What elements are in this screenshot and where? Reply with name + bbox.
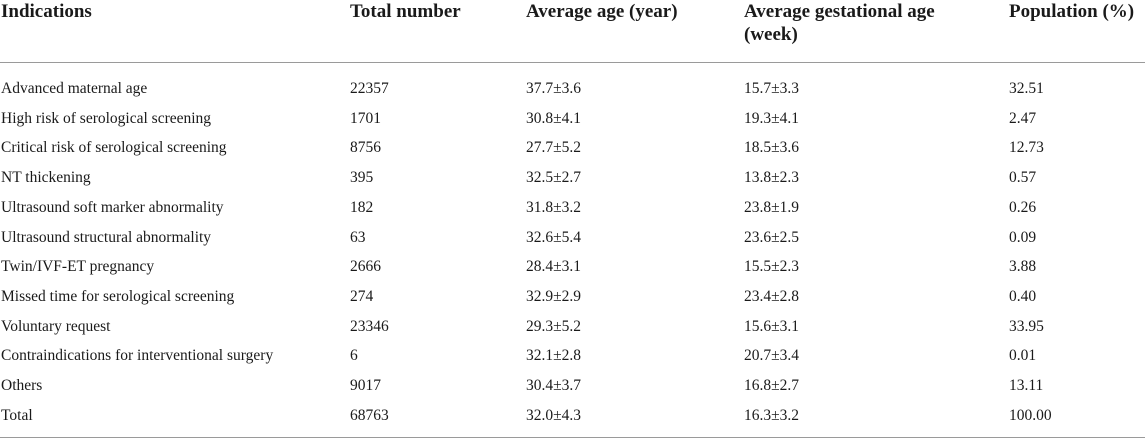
table-row: Ultrasound structural abnormality 63 32.6±… bbox=[0, 229, 1145, 259]
gestational-age-cell: 23.6±2.5 bbox=[744, 228, 800, 246]
indication-cell: Advanced maternal age bbox=[1, 80, 148, 97]
average-age-cell: 32.9±2.9 bbox=[526, 287, 582, 305]
table-row: Voluntary request 23346 29.3±5.2 15.6±3.1 33… bbox=[0, 318, 1145, 348]
gestational-age-cell: 18.5±3.6 bbox=[744, 139, 800, 157]
indication-cell: Missed time for serological screening bbox=[1, 287, 235, 305]
population-cell: 0.40 bbox=[1009, 287, 1037, 305]
population-cell: 0.57 bbox=[1009, 169, 1037, 187]
average-age-cell: 27.7±5.2 bbox=[526, 139, 582, 157]
gestational-age-cell: 15.5±2.3 bbox=[744, 258, 800, 276]
average-age-cell: 32.6±5.4 bbox=[526, 228, 582, 246]
population-cell: 12.73 bbox=[1009, 139, 1044, 157]
indication-cell: Critical risk of serological screening bbox=[1, 139, 227, 157]
table-row: NT thickening 395 32.5±2.7 13.8±2.3 0.57 bbox=[0, 169, 1145, 199]
indication-cell: Contraindications for interventional sur… bbox=[1, 347, 274, 365]
total-number-cell: 274 bbox=[350, 287, 374, 305]
total-number-cell: 1701 bbox=[350, 109, 381, 127]
total-number-cell: 68763 bbox=[350, 406, 389, 424]
total-number-cell: 2666 bbox=[350, 258, 381, 276]
header-average-gestational-age: Average gestational age (week) bbox=[744, 1, 935, 45]
gestational-age-cell: 13.8±2.3 bbox=[744, 169, 800, 187]
gestational-age-cell: 16.8±2.7 bbox=[744, 377, 800, 394]
average-age-cell: 31.8±3.2 bbox=[526, 198, 582, 216]
header-population: Population (%) bbox=[1009, 1, 1135, 22]
table-row: Critical risk of serological screening 87… bbox=[0, 139, 1145, 169]
table-row: Others 9017 30.4±3.7 16.8±2.7 13.11 bbox=[0, 377, 1145, 407]
population-cell: 2.47 bbox=[1009, 109, 1037, 127]
average-age-cell: 28.4±3.1 bbox=[526, 258, 582, 276]
total-number-cell: 8756 bbox=[350, 139, 381, 157]
indication-cell: Others bbox=[1, 377, 43, 394]
total-number-cell: 23346 bbox=[350, 317, 389, 335]
header-divider bbox=[0, 62, 1145, 63]
indication-cell: Ultrasound soft marker abnormality bbox=[1, 198, 224, 216]
total-number-cell: 63 bbox=[350, 228, 366, 246]
header-average-age: Average age (year) bbox=[526, 1, 678, 22]
table-header-row: Indications Total number Average age (ye… bbox=[0, 0, 1145, 62]
gestational-age-cell: 15.6±3.1 bbox=[744, 317, 800, 335]
population-cell: 3.88 bbox=[1009, 258, 1037, 276]
indication-cell: Total bbox=[1, 406, 33, 424]
table-row: Twin/IVF-ET pregnancy 2666 28.4±3.1 15.5±2.… bbox=[0, 258, 1145, 288]
population-cell: 0.09 bbox=[1009, 228, 1037, 246]
indication-cell: Twin/IVF-ET pregnancy bbox=[1, 258, 155, 276]
indication-cell: Ultrasound structural abnormality bbox=[1, 228, 212, 246]
population-cell: 13.11 bbox=[1009, 377, 1044, 394]
table-row: Missed time for serological screening 274… bbox=[0, 288, 1145, 318]
total-number-cell: 182 bbox=[350, 198, 374, 216]
average-age-cell: 30.4±3.7 bbox=[526, 377, 582, 394]
population-cell: 0.26 bbox=[1009, 198, 1037, 216]
average-age-cell: 29.3±5.2 bbox=[526, 317, 582, 335]
total-number-cell: 22357 bbox=[350, 80, 389, 97]
gestational-age-cell: 20.7±3.4 bbox=[744, 347, 800, 365]
header-indications: Indications bbox=[1, 1, 92, 22]
total-number-cell: 395 bbox=[350, 169, 374, 187]
average-age-cell: 32.5±2.7 bbox=[526, 169, 582, 187]
table-row: Ultrasound soft marker abnormality 182 31.… bbox=[0, 199, 1145, 229]
average-age-cell: 37.7±3.6 bbox=[526, 80, 582, 97]
population-cell: 0.01 bbox=[1009, 347, 1037, 365]
total-number-cell: 9017 bbox=[350, 377, 381, 394]
average-age-cell: 32.0±4.3 bbox=[526, 406, 582, 424]
gestational-age-cell: 15.7±3.3 bbox=[744, 80, 800, 97]
indication-cell: Voluntary request bbox=[1, 317, 111, 335]
gestational-age-cell: 19.3±4.1 bbox=[744, 109, 800, 127]
indication-cell: NT thickening bbox=[1, 169, 91, 187]
table-row: Total 68763 32.0±4.3 16.3±3.2 100.00 bbox=[0, 407, 1145, 437]
average-age-cell: 32.1±2.8 bbox=[526, 347, 582, 365]
table-row: Contraindications for interventional sur… bbox=[0, 347, 1145, 377]
table-bottom-rule bbox=[0, 437, 1145, 438]
average-age-cell: 30.8±4.1 bbox=[526, 109, 582, 127]
gestational-age-cell: 23.8±1.9 bbox=[744, 198, 800, 216]
gestational-age-cell: 16.3±3.2 bbox=[744, 406, 800, 424]
table-row: High risk of serological screening 1701 30… bbox=[0, 110, 1145, 140]
header-total-number: Total number bbox=[350, 1, 461, 22]
population-cell: 32.51 bbox=[1009, 80, 1044, 97]
gestational-age-cell: 23.4±2.8 bbox=[744, 287, 800, 305]
population-cell: 33.95 bbox=[1009, 317, 1044, 335]
table-row: Advanced maternal age 22357 37.7±3.6 15.7±3… bbox=[0, 80, 1145, 110]
total-number-cell: 6 bbox=[350, 347, 358, 365]
population-cell: 100.00 bbox=[1009, 406, 1052, 424]
indication-cell: High risk of serological screening bbox=[1, 109, 212, 127]
